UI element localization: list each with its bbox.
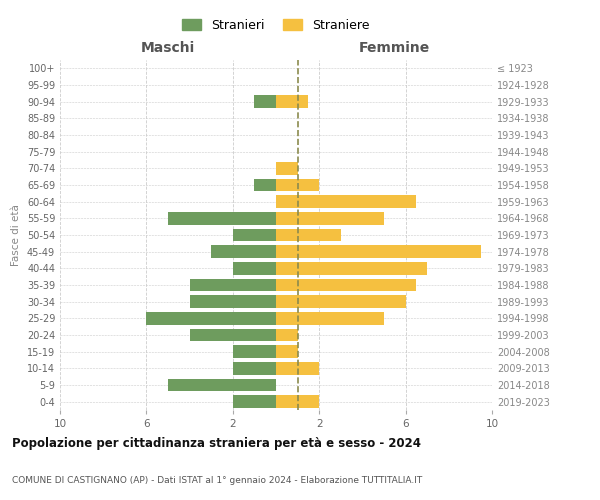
Text: Femmine: Femmine [359,41,430,55]
Bar [168,212,276,224]
Bar [146,312,276,324]
Bar [276,246,481,258]
Bar [190,296,276,308]
Bar [276,296,406,308]
Y-axis label: Fasce di età: Fasce di età [11,204,21,266]
Bar [276,96,308,108]
Bar [233,229,276,241]
Bar [276,312,384,324]
Bar [276,229,341,241]
Bar [233,362,276,374]
Bar [276,162,298,174]
Bar [233,262,276,274]
Bar [276,179,319,192]
Text: Popolazione per cittadinanza straniera per età e sesso - 2024: Popolazione per cittadinanza straniera p… [12,437,421,450]
Bar [276,346,298,358]
Bar [276,329,298,341]
Bar [276,262,427,274]
Legend: Stranieri, Straniere: Stranieri, Straniere [178,14,374,37]
Bar [276,279,416,291]
Bar [233,346,276,358]
Bar [233,396,276,408]
Bar [276,196,416,208]
Bar [276,396,319,408]
Bar [276,212,384,224]
Bar [254,96,276,108]
Bar [190,329,276,341]
Text: Maschi: Maschi [141,41,195,55]
Text: COMUNE DI CASTIGNANO (AP) - Dati ISTAT al 1° gennaio 2024 - Elaborazione TUTTITA: COMUNE DI CASTIGNANO (AP) - Dati ISTAT a… [12,476,422,485]
Bar [254,179,276,192]
Bar [276,362,319,374]
Bar [190,279,276,291]
Bar [168,379,276,391]
Bar [211,246,276,258]
